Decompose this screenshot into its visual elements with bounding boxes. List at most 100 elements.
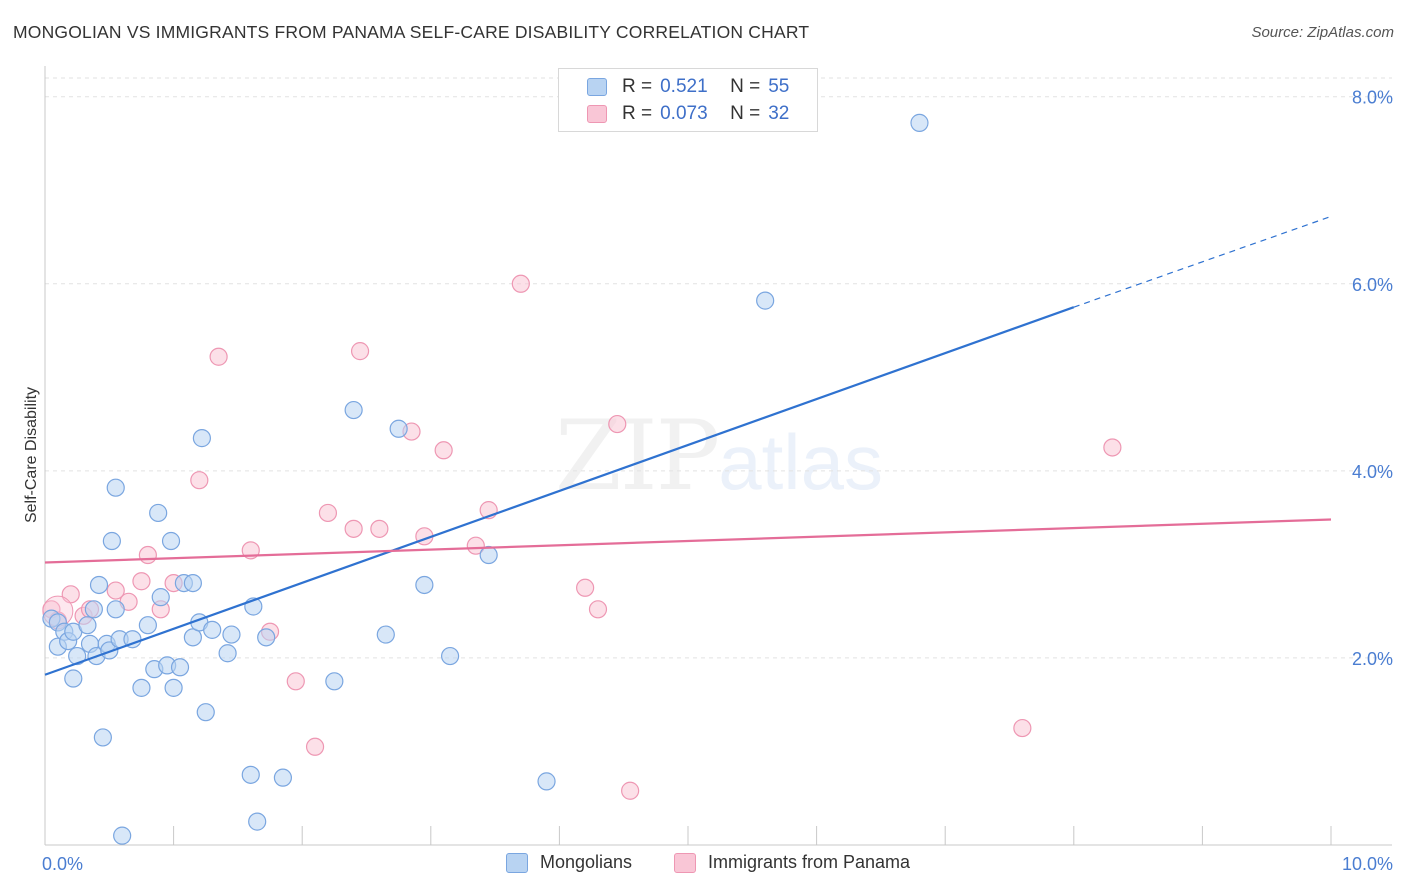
mongolian-point — [344, 400, 363, 420]
mongolian-point — [183, 628, 202, 647]
mongolian-point — [910, 113, 929, 132]
mongolian-swatch — [506, 852, 528, 873]
mongolian-point — [68, 646, 87, 666]
panama-point — [209, 347, 228, 366]
mongolian-point — [170, 658, 190, 677]
panama-point — [466, 536, 485, 555]
mongolian-point — [93, 728, 112, 747]
mongolian-point — [218, 644, 237, 663]
y-tick-label: 4.0% — [1352, 462, 1393, 482]
panama-point — [588, 600, 608, 619]
r-label: R = — [622, 76, 653, 97]
mongolian-point — [123, 630, 142, 649]
mongolian-point — [161, 531, 181, 551]
mongolian-point — [106, 600, 125, 619]
mongolian-point — [273, 768, 293, 787]
panama-trend-line — [44, 518, 1332, 564]
mongolian-point — [248, 812, 267, 831]
panama-point — [576, 578, 595, 597]
mongolian-point — [151, 588, 170, 607]
correlation-legend: R = 0.521 N = 55 R = 0.073 N = 32 — [558, 68, 818, 132]
y-tick-label: 2.0% — [1352, 649, 1393, 669]
mongolian-point — [222, 625, 241, 644]
watermark: ZIPatlas — [555, 400, 883, 512]
mongolian-point — [89, 575, 109, 595]
tick-labels: 2.0% 4.0% 6.0% 8.0% 0.0% 10.0% — [42, 88, 1393, 874]
panama-point — [370, 519, 389, 538]
mongolian-point — [100, 641, 119, 660]
watermark-zip: ZIP — [555, 400, 720, 512]
series-legend: Mongolians Immigrants from Panama — [0, 852, 1406, 878]
r-value: 0.521 — [660, 76, 708, 97]
watermark-atlas: atlas — [718, 418, 883, 506]
panama-point — [344, 519, 363, 538]
mongolian-point — [78, 616, 97, 635]
legend-item-mongolians: Mongolians — [506, 852, 632, 873]
gridlines — [45, 77, 1392, 659]
panama-point — [511, 274, 530, 293]
panama-point — [621, 781, 640, 800]
mongolian-point — [164, 678, 183, 697]
panama-point — [318, 503, 338, 523]
mongolian-point — [132, 678, 151, 697]
panama-point — [1103, 438, 1122, 457]
legend-label: Immigrants from Panama — [708, 852, 911, 872]
panama-point — [434, 441, 453, 460]
panama-point — [305, 737, 325, 756]
mongolian-point — [257, 628, 276, 647]
mongolian-point — [113, 826, 132, 845]
mongolian-point — [325, 672, 344, 691]
series-mongolian-points — [42, 113, 929, 845]
n-label: N = — [730, 103, 761, 124]
mongolian-point — [84, 600, 103, 619]
mongolian-point — [415, 575, 434, 595]
panama-point — [132, 572, 151, 591]
mongolian-point — [149, 503, 168, 523]
panama-point — [106, 581, 125, 600]
mongolian-trend-extension — [1073, 215, 1332, 308]
legend-label: Mongolians — [540, 852, 633, 872]
mongolian-point — [183, 573, 202, 593]
n-value: 32 — [768, 103, 790, 124]
panama-point — [286, 672, 305, 691]
mongolian-swatch — [587, 78, 607, 96]
panama-swatch — [674, 852, 696, 873]
mongolian-point — [389, 419, 408, 438]
mongolian-point — [106, 478, 125, 497]
r-value: 0.073 — [660, 103, 708, 124]
mongolian-point — [138, 616, 157, 635]
legend-row-panama: R = 0.073 N = 32 — [587, 102, 789, 126]
mongolian-point — [203, 620, 222, 639]
legend-item-panama: Immigrants from Panama — [674, 852, 910, 873]
panama-point — [350, 342, 370, 361]
n-label: N = — [730, 76, 761, 97]
mongolian-point — [64, 669, 83, 688]
source-label: Source: ZipAtlas.com — [1251, 24, 1394, 41]
mongolian-point — [102, 531, 121, 551]
mongolian-trend-line — [44, 306, 1075, 676]
panama-swatch — [587, 105, 607, 123]
mongolian-point — [196, 703, 215, 722]
x-tick-label-max: 10.0% — [1342, 854, 1393, 874]
x-tick-label-min: 0.0% — [42, 854, 83, 874]
chart-title: MONGOLIAN VS IMMIGRANTS FROM PANAMA SELF… — [13, 22, 810, 42]
mongolian-point — [537, 772, 556, 791]
mongolian-point — [440, 646, 460, 666]
r-label: R = — [622, 103, 653, 124]
panama-point — [190, 471, 209, 490]
legend-row-mongolians: R = 0.521 N = 55 — [587, 75, 789, 99]
panama-point — [138, 545, 157, 565]
panama-point — [1013, 718, 1032, 738]
y-tick-label: 8.0% — [1352, 88, 1393, 108]
mongolian-point — [376, 625, 395, 644]
panama-point — [608, 414, 627, 434]
mongolian-point — [192, 429, 211, 448]
y-tick-label: 6.0% — [1352, 275, 1393, 295]
axes — [44, 66, 1392, 846]
y-axis-label: Self-Care Disability — [23, 387, 40, 523]
mongolian-point — [241, 765, 260, 784]
n-value: 55 — [768, 76, 790, 97]
mongolian-point — [479, 545, 498, 565]
trend-lines — [44, 215, 1332, 676]
